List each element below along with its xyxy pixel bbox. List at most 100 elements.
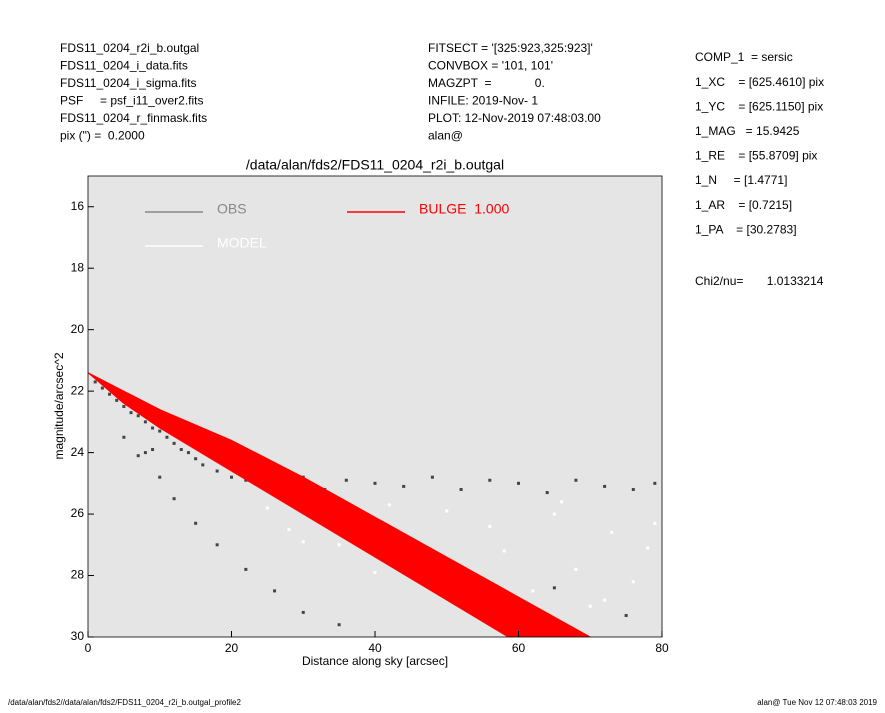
point — [603, 598, 607, 602]
point — [646, 546, 650, 550]
point — [136, 414, 140, 418]
header-middle-line: PLOT: 12-Nov-2019 07:48:03.00 — [428, 111, 601, 125]
point — [459, 487, 463, 491]
y-tick-label: 18 — [71, 260, 85, 274]
point — [631, 580, 635, 584]
point — [115, 398, 119, 402]
point — [158, 475, 162, 479]
x-axis-label: Distance along sky [arcsec] — [302, 654, 448, 668]
legend-label: OBS — [217, 201, 247, 217]
point — [588, 604, 592, 608]
y-tick-label: 20 — [71, 322, 85, 336]
footer-left: /data/alan/fds2//data/alan/fds2/FDS11_02… — [8, 698, 241, 707]
header-middle-line: MAGZPT = 0. — [428, 76, 545, 90]
point — [151, 426, 155, 430]
header-left-line: pix (") = 0.2000 — [60, 129, 145, 143]
param-line: COMP_1 = sersic — [695, 50, 793, 64]
point — [129, 411, 133, 415]
point — [301, 540, 305, 544]
point — [488, 524, 492, 528]
point — [143, 451, 147, 455]
param-line: 1_N = [1.4771] — [695, 173, 787, 187]
point — [552, 586, 556, 590]
x-tick-label: 80 — [655, 641, 669, 655]
y-tick-label: 30 — [71, 629, 85, 643]
point — [108, 392, 112, 396]
y-axis-label: magnitude/arcsec^2 — [52, 352, 66, 459]
point — [244, 567, 248, 571]
point — [201, 463, 205, 467]
param-line: 1_YC = [625.1150] pix — [695, 99, 823, 113]
chi2: Chi2/nu= 1.0133214 — [695, 274, 824, 288]
point — [344, 478, 348, 482]
point — [215, 469, 219, 473]
point — [552, 512, 556, 516]
point — [387, 503, 391, 507]
param-line: 1_PA = [30.2783] — [695, 222, 797, 236]
point — [158, 429, 162, 433]
header-middle-line: alan@ — [428, 129, 463, 143]
point — [603, 484, 607, 488]
header-left-line: FDS11_0204_i_data.fits — [60, 59, 188, 73]
point — [545, 491, 549, 495]
header-left-line: PSF = psf_i11_over2.fits — [60, 94, 204, 108]
point — [136, 454, 140, 458]
point — [430, 475, 434, 479]
point — [631, 487, 635, 491]
point — [301, 610, 305, 614]
header-middle-line: FITSECT = '[325:923,325:923]' — [428, 41, 593, 55]
point — [337, 543, 341, 547]
param-line: 1_RE = [55.8709] pix — [695, 149, 817, 163]
y-tick-label: 26 — [71, 506, 85, 520]
y-tick-label: 28 — [71, 568, 85, 582]
point — [653, 521, 657, 525]
point — [574, 567, 578, 571]
x-tick-label: 60 — [512, 641, 526, 655]
plot-area — [88, 372, 657, 637]
param-line: 1_AR = [0.7215] — [695, 198, 792, 212]
point — [653, 481, 657, 485]
point — [165, 435, 169, 439]
point — [172, 441, 176, 445]
point — [373, 570, 377, 574]
point — [287, 527, 291, 531]
x-tick-label: 0 — [85, 641, 92, 655]
y-tick-label: 24 — [71, 445, 85, 459]
point — [373, 481, 377, 485]
point — [265, 506, 269, 510]
point — [122, 435, 126, 439]
header-left-line: FDS11_0204_r2i_b.outgal — [60, 41, 199, 55]
point — [230, 475, 233, 479]
param-line: 1_MAG = 15.9425 — [695, 124, 800, 138]
footer-right: alan@ Tue Nov 12 07:48:03 2019 — [757, 698, 877, 707]
point — [337, 623, 341, 627]
point — [194, 457, 198, 461]
legend-label: BULGE 1.000 — [419, 201, 509, 217]
point — [172, 497, 176, 501]
point — [143, 420, 147, 424]
header-left-line: FDS11_0204_r_finmask.fits — [60, 111, 207, 125]
point — [100, 386, 104, 390]
x-tick-label: 40 — [368, 641, 382, 655]
point — [531, 589, 535, 593]
point — [560, 500, 564, 504]
header-left-line: FDS11_0204_i_sigma.fits — [60, 76, 197, 90]
legend-label: MODEL — [217, 235, 267, 251]
point — [610, 531, 614, 535]
point — [186, 451, 190, 455]
point — [502, 549, 506, 553]
plot-frame — [87, 175, 663, 638]
point — [151, 448, 155, 452]
param-line: 1_XC = [625.4610] pix — [695, 75, 824, 89]
point — [179, 448, 183, 452]
point — [215, 543, 219, 547]
x-tick-label: 20 — [225, 641, 239, 655]
point — [194, 521, 198, 525]
point — [93, 380, 97, 384]
y-tick-label: 16 — [71, 199, 85, 213]
point — [122, 405, 126, 408]
plot-background — [88, 176, 662, 637]
point — [445, 509, 449, 513]
point — [574, 478, 578, 482]
